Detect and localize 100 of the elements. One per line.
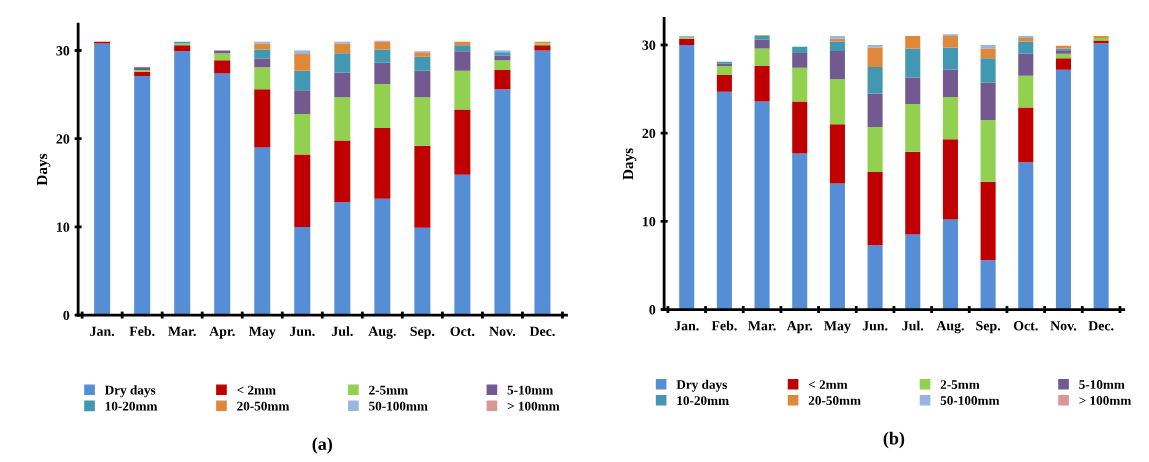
bar (214, 60, 231, 74)
x-tick-label: May (248, 326, 276, 339)
bar (334, 97, 351, 141)
x-tick-label: Jun. (862, 321, 888, 331)
bar (716, 66, 732, 75)
bar (754, 66, 770, 102)
bar (454, 174, 471, 316)
bar (792, 67, 808, 102)
legend-label: > 100mm (1079, 396, 1132, 405)
bar (294, 50, 311, 55)
x-tick-label: Dec. (529, 326, 555, 337)
bar (980, 260, 996, 310)
bar (414, 227, 431, 316)
legend-label: 5-10mm (1079, 380, 1125, 389)
legend-label: Dry days (104, 385, 156, 398)
bar (414, 145, 431, 228)
bar (494, 89, 511, 316)
x-tick-label: Mar. (168, 326, 196, 337)
legend-label: 2-5mm (940, 380, 980, 389)
x-tick-label: Aug. (368, 326, 396, 339)
bar (294, 90, 311, 114)
bar (414, 52, 431, 57)
bar (334, 202, 351, 316)
bar (1055, 58, 1071, 70)
bar (534, 45, 551, 51)
bar (679, 38, 695, 45)
bar (942, 69, 958, 97)
y-tick-label: 30 (642, 40, 656, 50)
x-tick-label: Nov. (1050, 321, 1077, 331)
bar (1018, 107, 1034, 163)
legend-label: 2-5mm (369, 385, 408, 395)
legend-label: < 2mm (808, 380, 848, 389)
bar (254, 58, 271, 68)
bar (334, 72, 351, 98)
x-tick-label: Sep. (976, 321, 1001, 334)
y-axis-title: Days (37, 153, 51, 186)
bar (214, 53, 231, 61)
text: (a) (312, 437, 333, 454)
legend-label: 10-20mm (677, 396, 729, 406)
bar (374, 128, 391, 199)
bar (716, 74, 732, 92)
bar (1055, 69, 1071, 310)
bar (494, 69, 511, 90)
x-tick-label: Apr. (209, 326, 235, 339)
bar (716, 91, 732, 310)
bar (1018, 75, 1034, 108)
bar (867, 66, 883, 94)
bar (94, 43, 111, 316)
bar (454, 51, 471, 71)
x-tick-label: Jan. (90, 326, 115, 337)
legend-label: 20-50mm (237, 401, 290, 411)
y-axis-title: Days (623, 148, 637, 180)
bar (374, 198, 391, 316)
bar (374, 41, 391, 50)
bar (254, 67, 271, 90)
bar (1018, 41, 1034, 54)
bar (867, 47, 883, 67)
bar (942, 36, 958, 48)
bar (829, 51, 845, 80)
bar (980, 58, 996, 83)
bar (942, 219, 958, 310)
bar (214, 50, 231, 54)
bar (294, 113, 311, 155)
bar (414, 97, 431, 146)
bar (534, 50, 551, 316)
legend-label: > 100mm (507, 401, 560, 411)
y-tick-label: 0 (649, 305, 656, 315)
x-tick-label: Aug. (936, 321, 964, 334)
bar (754, 101, 770, 310)
legend-label: 5-10mm (507, 385, 554, 395)
bar (905, 48, 921, 78)
bar (374, 84, 391, 129)
bar (174, 51, 191, 316)
bar (829, 183, 845, 310)
bar (294, 226, 311, 316)
bar (294, 154, 311, 227)
x-tick-label: Dec. (1088, 321, 1114, 331)
bar (867, 171, 883, 246)
bar (867, 44, 883, 48)
x-tick-label: Oct. (450, 326, 475, 337)
bar (792, 153, 808, 310)
x-tick-label: Nov. (489, 326, 516, 337)
y-tick-label: 0 (63, 310, 70, 321)
x-tick-label: Sep. (410, 326, 435, 339)
bar (254, 43, 271, 50)
bar (334, 53, 351, 73)
x-tick-label: Jul. (331, 326, 353, 337)
bar (980, 181, 996, 261)
bar (334, 140, 351, 203)
bar (1093, 43, 1109, 310)
bar (905, 77, 921, 105)
legend-label: < 2mm (237, 385, 276, 395)
bar (867, 93, 883, 127)
x-tick-label: Oct. (1013, 321, 1038, 331)
bar (374, 49, 391, 63)
bar (980, 119, 996, 182)
bar (254, 49, 271, 59)
bar (942, 47, 958, 70)
text: (b) (883, 431, 905, 449)
bar (1055, 53, 1071, 59)
